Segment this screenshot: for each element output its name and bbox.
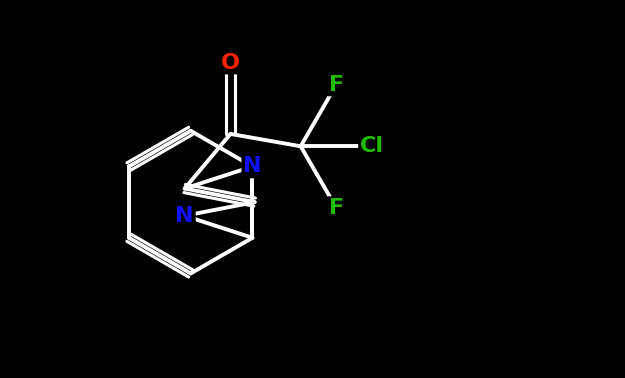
Text: F: F: [329, 198, 344, 218]
Text: Cl: Cl: [360, 136, 384, 156]
Text: N: N: [176, 206, 194, 226]
Text: O: O: [221, 53, 240, 73]
Text: N: N: [243, 156, 262, 177]
Text: F: F: [329, 74, 344, 94]
